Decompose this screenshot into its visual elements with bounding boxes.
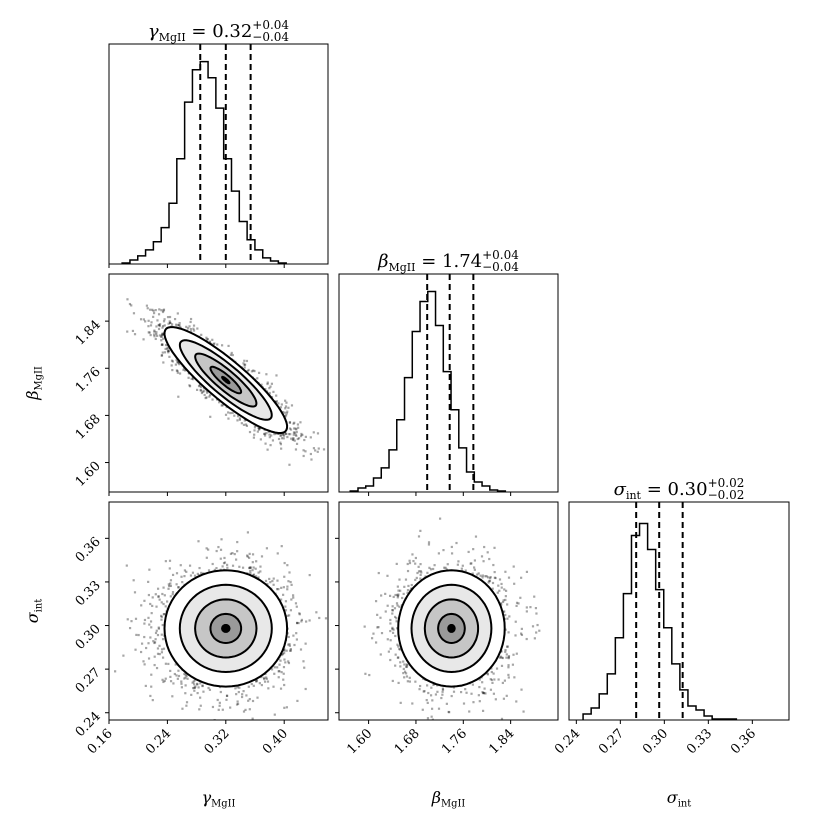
histogram-step-1 [349, 290, 507, 492]
contour-1-2-3 [397, 569, 506, 688]
contour-center-1-2 [447, 624, 456, 633]
contour-1-2-1 [423, 598, 480, 659]
contour-1-2-2 [410, 583, 493, 674]
contour-0-1-1 [194, 352, 258, 408]
contour-1-2-0 [437, 612, 466, 645]
scatter-frame-0-1 [108, 273, 329, 493]
histogram-step-2 [582, 522, 738, 720]
x-tick-label-1-3: 1.84 [486, 726, 517, 757]
hist-title-err-minus-0: −0.04 [252, 30, 289, 44]
contour-center-0-1 [221, 375, 231, 385]
scatter-panel-0-1 [105, 273, 329, 496]
hist-frame-1 [338, 273, 559, 493]
y-axis-label-2: σint [23, 599, 45, 623]
hist-title-err-minus-1: −0.04 [482, 260, 519, 274]
contour-0-2-1 [194, 598, 258, 659]
contour-0-2-0 [209, 612, 243, 645]
contour-0-2-2 [178, 583, 273, 674]
hist-panel-1: βMgII = 1.74+0.04−0.04 [338, 248, 559, 496]
hist-title-1: βMgII = 1.74+0.04 [377, 248, 519, 274]
hist-title-2: σint = 0.30+0.02 [614, 476, 745, 502]
x-axis-label-2: σint [667, 788, 691, 810]
x-axis-label-0: γMgII [202, 788, 236, 810]
x-tick-label-1-1: 1.68 [392, 726, 423, 757]
x-tick-label-0-2: 0.32 [202, 726, 233, 757]
x-tick-label-0-3: 0.40 [260, 726, 291, 757]
hist-frame-2 [568, 501, 790, 721]
y-tick-label-2-1: 0.27 [73, 665, 104, 696]
scatter-frame-1-2 [338, 501, 559, 721]
contour-0-2-3 [163, 569, 289, 688]
y-tick-label-2-4: 0.36 [73, 535, 104, 566]
x-tick-label-1-0: 1.60 [344, 726, 375, 757]
hist-title-err-minus-2: −0.02 [708, 488, 745, 502]
y-tick-label-2-2: 0.30 [73, 622, 104, 653]
hist-panel-0: γMgII = 0.32+0.04−0.04 [108, 18, 329, 268]
y-tick-label-2-3: 0.33 [73, 578, 104, 609]
x-tick-label-0-1: 0.24 [143, 726, 174, 757]
contour-0-1-3 [163, 326, 289, 434]
scatter-panel-1-2 [335, 501, 559, 724]
hist-frame-0 [108, 43, 329, 265]
x-tick-label-2-2: 0.30 [640, 726, 671, 757]
x-tick-label-2-3: 0.33 [684, 726, 715, 757]
histogram-step-0 [121, 60, 287, 264]
y-tick-label-1-3: 1.84 [73, 317, 104, 348]
x-tick-label-2-1: 0.27 [596, 726, 627, 757]
hist-title-0: γMgII = 0.32+0.04 [148, 18, 290, 44]
scatter-frame-0-2 [108, 501, 329, 721]
y-tick-label-1-0: 1.60 [73, 459, 104, 490]
x-tick-label-2-4: 0.36 [728, 726, 759, 757]
scatter-panel-0-2 [105, 501, 329, 724]
y-tick-label-1-1: 1.68 [73, 412, 104, 443]
y-tick-label-1-2: 1.76 [73, 364, 104, 395]
y-axis-label-1: βMgII [23, 366, 45, 401]
x-tick-label-2-0: 0.24 [552, 726, 583, 757]
contour-0-1-0 [209, 365, 243, 395]
x-tick-label-1-2: 1.76 [439, 726, 470, 757]
contour-0-1-2 [178, 339, 273, 421]
hist-panel-2: σint = 0.30+0.02−0.02 [568, 476, 790, 724]
contour-center-0-2 [221, 624, 231, 633]
x-axis-label-1: βMgII [431, 788, 466, 810]
